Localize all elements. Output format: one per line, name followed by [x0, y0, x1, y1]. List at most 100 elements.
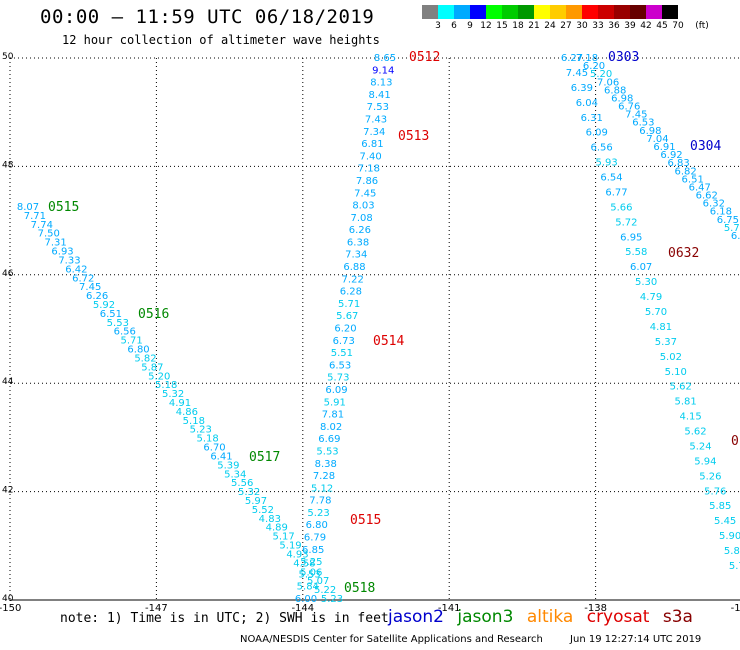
colorbar-label: 24: [544, 21, 556, 31]
swh-value: 6.98: [639, 126, 661, 137]
swh-value: 6.42: [65, 264, 87, 275]
longitude-label: -144: [291, 603, 314, 614]
swh-value: 6.54: [600, 173, 622, 184]
colorbar-swatch: [582, 5, 598, 19]
swh-value: 6.70: [203, 443, 225, 454]
swh-value: 5.87: [141, 362, 163, 373]
swh-value: 5.70: [724, 223, 740, 234]
swh-value: 5.52: [252, 505, 274, 516]
swh-value: 7.86: [356, 176, 378, 187]
pass-time-label: 0516: [138, 307, 169, 322]
colorbar-swatch: [454, 5, 470, 19]
swh-value: 5.93: [595, 158, 617, 169]
swh-value: 7.78: [309, 496, 331, 507]
swh-value: 6.09: [586, 128, 608, 139]
swh-value: 6.26: [349, 225, 371, 236]
swh-value: 5.20: [148, 371, 170, 382]
swh-value: 6.56: [591, 143, 613, 154]
swh-value: 6.88: [604, 85, 626, 96]
swh-value: 7.74: [31, 220, 53, 231]
pass-time-label: 0517: [249, 450, 280, 465]
swh-value: 5.20: [590, 69, 612, 80]
swh-value: 5.23: [190, 425, 212, 436]
swh-value: 5.70: [729, 561, 740, 572]
swh-value: 4.89: [266, 523, 288, 534]
swh-value: 5.25: [300, 557, 322, 568]
satellite-legend: jason2 jason3 altika cryosat s3a: [388, 607, 701, 627]
swh-value: 7.18: [576, 53, 598, 64]
swh-value: 7.18: [358, 164, 380, 175]
swh-value: 7.81: [322, 410, 344, 421]
swh-value: 5.62: [670, 382, 692, 393]
swh-value: 5.73: [327, 373, 349, 384]
swh-value: 5.19: [279, 541, 301, 552]
swh-value: 7.71: [24, 211, 46, 222]
swh-value: 4.91: [169, 398, 191, 409]
swh-track: 7.186.205.207.066.886.986.767.456.536.98…: [576, 53, 740, 242]
swh-value: 6.81: [361, 139, 383, 150]
swh-value: 5.07: [307, 576, 329, 587]
swh-value: 5.71: [338, 299, 360, 310]
swh-value: 5.85: [709, 501, 731, 512]
swh-value: 5.56: [231, 478, 253, 489]
colorbar-swatch: [566, 5, 582, 19]
swh-value: 6.83: [667, 158, 689, 169]
swh-value: 7.08: [351, 213, 373, 224]
colorbar-swatch: [614, 5, 630, 19]
credit-org: NOAA/NESDIS Center for Satellite Applica…: [240, 634, 543, 645]
swh-value: 6.82: [675, 166, 697, 177]
longitude-label: -135: [731, 603, 740, 614]
swh-value: 6.07: [630, 262, 652, 273]
colorbar-label: 6: [451, 21, 457, 31]
swh-value: 7.34: [363, 127, 385, 138]
swh-value: 6.41: [210, 451, 232, 462]
pass-time-label: 0303: [608, 50, 639, 65]
swh-value: 6.95: [620, 232, 642, 243]
swh-value: 7.31: [45, 238, 67, 249]
swh-value: 8.41: [368, 90, 390, 101]
swh-value: 4.79: [640, 292, 662, 303]
colorbar-swatch: [598, 5, 614, 19]
pass-time-label: 0632: [668, 246, 699, 261]
swh-value: 6.91: [653, 142, 675, 153]
pass-time-label: 0513: [398, 129, 429, 144]
swh-value: 7.22: [342, 274, 364, 285]
swh-value: 5.12: [311, 483, 333, 494]
colorbar-swatch: [470, 5, 486, 19]
colorbar-label: 45: [656, 21, 668, 31]
swh-value: 8.07: [17, 202, 39, 213]
swh-value: 8.02: [320, 422, 342, 433]
latitude-label: 40: [2, 594, 14, 604]
swh-value: 6.20: [334, 324, 356, 335]
swh-value: 5.17: [273, 532, 295, 543]
swh-value: 5.76: [704, 486, 726, 497]
swh-value: 7.06: [597, 77, 619, 88]
colorbar-swatch: [438, 5, 454, 19]
swh-value: 7.45: [566, 68, 588, 79]
swh-value: 8.38: [315, 459, 337, 470]
colorbar-label: 42: [640, 21, 652, 31]
swh-value: 7.33: [58, 255, 80, 266]
swh-value: 5.51: [331, 348, 353, 359]
swh-value: 4.15: [679, 412, 701, 423]
swh-value: 5.23: [321, 594, 343, 605]
swh-value: 5.22: [314, 585, 336, 596]
swh-value: 7.50: [38, 229, 60, 240]
swh-value: 6.51: [682, 174, 704, 185]
swh-value: 5.53: [316, 446, 338, 457]
colorbar-swatch: [502, 5, 518, 19]
colorbar-swatch: [550, 5, 566, 19]
swh-value: 6.75: [717, 215, 739, 226]
swh-value: 5.30: [635, 277, 657, 288]
swh-value: 5.02: [660, 352, 682, 363]
swh-value: 7.45: [625, 110, 647, 121]
colorbar-label: 12: [480, 21, 492, 31]
swh-value: 5.24: [689, 441, 711, 452]
swh-value: 6.98: [611, 93, 633, 104]
swh-value: 5.23: [307, 508, 329, 519]
swh-value: 5.90: [719, 531, 740, 542]
swh-value: 5.70: [645, 307, 667, 318]
pass-time-label: 0512: [409, 50, 440, 65]
swh-track: 6.27 7.45 6.39 6.04 6.31 6.09 6.56 5.93 6.54 6.77…: [561, 53, 740, 572]
